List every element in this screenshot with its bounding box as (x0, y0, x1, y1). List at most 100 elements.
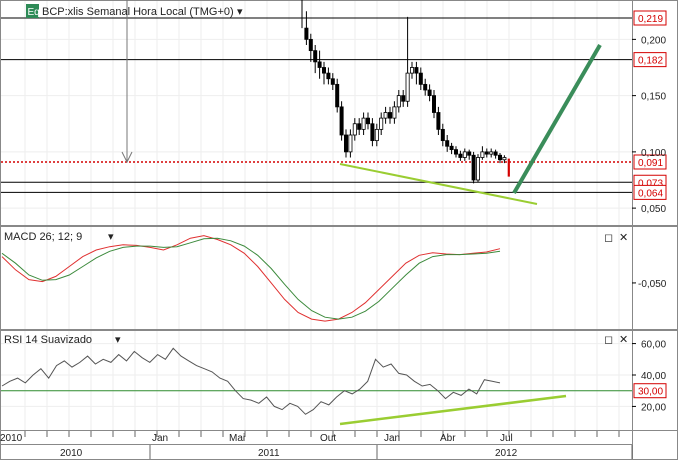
price-level-label: 0,091 (638, 158, 663, 169)
macd-title-dropdown-icon[interactable]: ▾ (108, 231, 114, 243)
time-month-label: Jan (152, 433, 168, 444)
macd-restore-icon[interactable]: ◻ (604, 232, 613, 244)
candle-body (475, 157, 480, 181)
time-axis: 2010 Jan Mai Out Jan Abr Jul 2010 2011 2012 (0, 430, 678, 460)
candle-body (405, 72, 410, 102)
vertical-arrow-head (121, 151, 133, 164)
time-year-label: 2012 (495, 448, 518, 459)
green-projection-trendline (512, 43, 602, 195)
candle-body (379, 117, 384, 130)
macd-close-icon[interactable]: ✕ (619, 232, 628, 244)
time-year-label: 2010 (60, 448, 83, 459)
candle-body (361, 117, 366, 130)
candle-body (321, 67, 326, 74)
candle-body (317, 61, 322, 68)
rsi-title-dropdown-icon[interactable]: ▾ (115, 334, 121, 346)
macd-y-axis: -0,050 (632, 279, 667, 290)
candle-body (339, 106, 344, 136)
equity-badge (26, 4, 39, 18)
candle-body (396, 95, 401, 108)
price-level-box (633, 52, 667, 68)
time-month-label: Jul (500, 433, 513, 444)
price-level-label: 0,219 (638, 14, 663, 25)
price-candles (301, 0, 510, 184)
candle-body (427, 89, 432, 97)
rsi-close-icon[interactable]: ✕ (619, 334, 628, 346)
candle-body (308, 38, 313, 52)
candle-body (374, 128, 379, 142)
price-level-label: 0,073 (638, 178, 663, 189)
price-y-tick-label: 0,200 (641, 35, 666, 46)
rsi-y-tick-label: 40,00 (641, 371, 666, 382)
candle-body (392, 106, 397, 119)
candle-body (387, 112, 392, 119)
candle-body (418, 72, 423, 85)
time-month-label: Mai (229, 433, 245, 444)
rsi-level-box (633, 383, 667, 399)
candle-body (484, 151, 489, 155)
rsi-yellow-trendline (339, 394, 567, 426)
price-y-tick-label: 0,050 (641, 204, 666, 215)
candle-body (343, 134, 348, 153)
macd-panel-title[interactable]: MACD 26; 12; 9 (4, 231, 82, 243)
time-month-label: Jan (384, 433, 400, 444)
candle-body (401, 95, 406, 102)
price-y-tick-label: 0,100 (641, 148, 666, 159)
rsi-restore-icon[interactable]: ◻ (604, 334, 613, 346)
candle-body (313, 50, 318, 63)
rsi-panel: RSI 14 Suavizado ▾ ◻ ✕ 30,00 20,00 40,00 60… (0, 330, 678, 431)
candle-body (423, 83, 428, 91)
price-panel: Eq BCP:xlis Semanal Hora Local (TMG+0) ▾… (0, 0, 678, 226)
macd-signal-line (1, 237, 501, 320)
candle-body (493, 151, 498, 156)
price-y-tick-label: 0,150 (641, 92, 666, 103)
candle-body (471, 154, 476, 181)
candle-body (330, 78, 335, 85)
rsi-level-label: 30,00 (638, 387, 663, 398)
candle-body (453, 149, 458, 155)
rsi-panel-title[interactable]: RSI 14 Suavizado (4, 334, 92, 346)
rsi-y-tick-label: 20,00 (641, 402, 666, 413)
time-month-label: 2010 (0, 433, 23, 444)
time-month-label: Abr (440, 433, 456, 444)
rsi-grid (1, 331, 632, 430)
candle-body (335, 83, 340, 108)
equity-badge-label: Eq (28, 7, 40, 18)
candle-body (409, 67, 414, 74)
price-level-label: 0,182 (638, 56, 663, 67)
candle-body (370, 123, 375, 142)
rsi-line (1, 347, 501, 415)
candle-body (365, 117, 370, 125)
candle-body (348, 134, 353, 153)
time-axis-ticks: 2010 Jan Mai Out Jan Abr Jul 2010 2011 2012 (0, 431, 633, 459)
macd-panel: MACD 26; 12; 9 ▾ ◻ ✕ -0,050 (0, 226, 678, 330)
candle-body (304, 27, 309, 40)
macd-lines (1, 235, 501, 322)
candle-body (326, 72, 331, 80)
candle-body (458, 153, 463, 158)
rsi-y-axis: 30,00 20,00 40,00 60,00 (632, 340, 667, 413)
candle-body (436, 112, 441, 130)
price-level-box (633, 184, 667, 200)
price-title-dropdown-icon[interactable]: ▾ (237, 6, 243, 18)
price-level-box (633, 10, 667, 26)
time-year-label: 2011 (258, 448, 280, 459)
candle-body (445, 140, 450, 147)
candle-body (480, 151, 485, 158)
macd-grid (24, 227, 620, 329)
yellow-support-trendline (339, 163, 538, 205)
candle-body (431, 95, 436, 113)
price-level-box (633, 154, 667, 170)
price-panel-title[interactable]: BCP:xlis Semanal Hora Local (TMG+0) (42, 6, 234, 18)
candle-body (502, 157, 507, 161)
candle-body (497, 154, 502, 161)
rsi-series-line (1, 347, 501, 415)
macd-y-tick-label: -0,050 (638, 279, 667, 290)
price-level-label: 0,064 (638, 188, 663, 199)
macd-line (1, 235, 501, 322)
time-month-label: Out (320, 433, 336, 444)
candle-body (383, 112, 388, 119)
candle-body (357, 123, 362, 130)
candle-body (462, 151, 467, 158)
